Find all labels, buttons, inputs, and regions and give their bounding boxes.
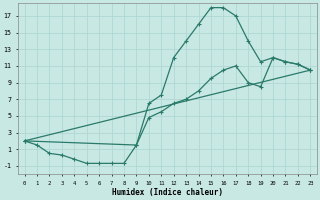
X-axis label: Humidex (Indice chaleur): Humidex (Indice chaleur) [112,188,223,197]
